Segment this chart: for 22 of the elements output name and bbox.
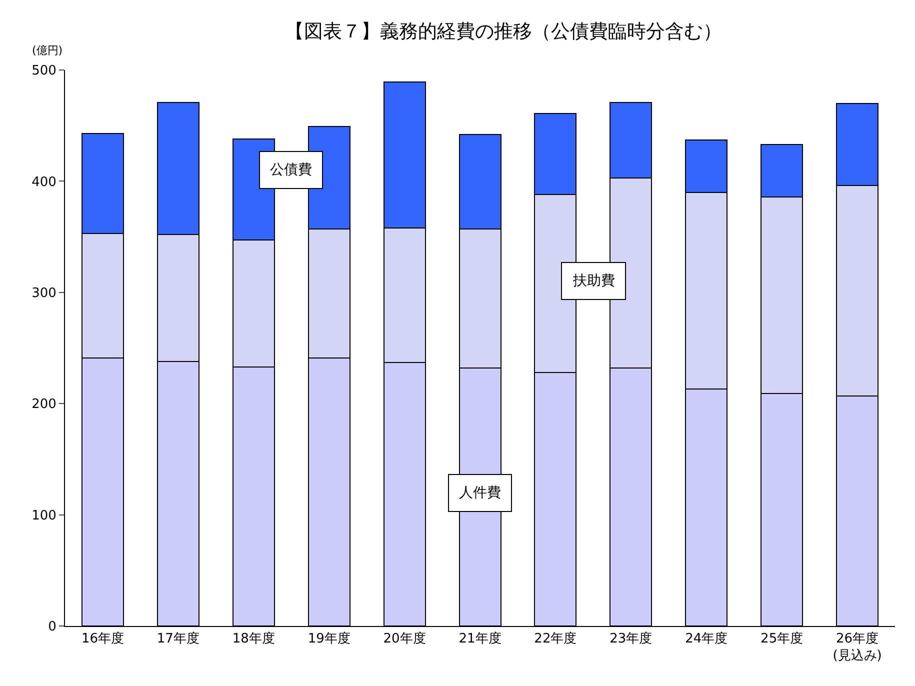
x-tick-label: 23年度 xyxy=(610,630,652,647)
x-tick-label: 24年度 xyxy=(685,630,728,647)
x-tick-label: 21年度 xyxy=(458,630,502,647)
x-tick-label: 16年度 xyxy=(81,630,124,647)
y-tick-label: 500 xyxy=(32,64,56,79)
x-tick-label: 17年度 xyxy=(156,630,200,647)
y-tick-label: 300 xyxy=(32,286,56,301)
x-tick-label: 26年度 (見込み) xyxy=(832,630,882,664)
x-tick-label: 18年度 xyxy=(232,630,275,647)
y-tick-label: 400 xyxy=(32,174,56,190)
series-label: 扶助費 xyxy=(572,273,615,289)
y-tick-label: 200 xyxy=(32,397,56,412)
series-label: 人件費 xyxy=(459,485,501,501)
x-tick-label: 22年度 xyxy=(534,630,577,647)
y-tick-label: 0 xyxy=(48,620,56,635)
y-tick-label: 100 xyxy=(32,508,56,524)
x-tick-label: 25年度 xyxy=(760,630,804,647)
x-tick-label: 19年度 xyxy=(308,630,350,647)
chart-title: 【図表７】義務的経費の推移（公債費臨時分含む） xyxy=(284,20,722,42)
y-axis-title: (億円) xyxy=(32,44,63,57)
series-label: 公債費 xyxy=(270,162,312,178)
x-tick-label: 20年度 xyxy=(383,630,426,647)
